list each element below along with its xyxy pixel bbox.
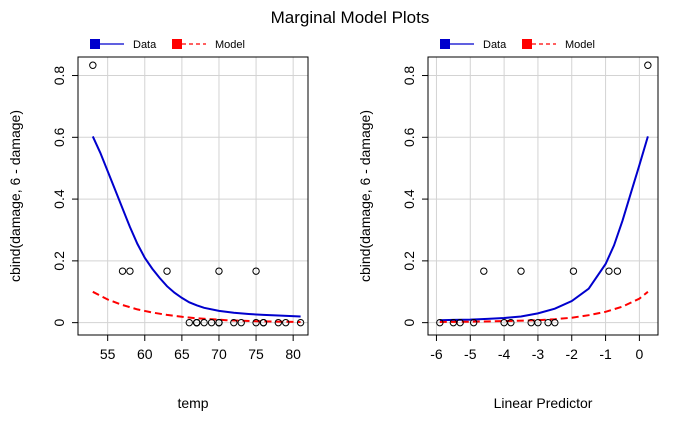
y-tick-label: 0.2 [51, 251, 67, 271]
x-tick-label: 75 [248, 346, 264, 362]
data-point [207, 318, 216, 327]
data-point [551, 318, 559, 327]
y-tick-label: 0.8 [51, 66, 67, 86]
y-tick-label: 0.6 [401, 127, 417, 147]
legend-label-model: Model [565, 39, 595, 51]
x-axis-title: Linear Predictor [494, 395, 593, 411]
data-point [200, 318, 208, 327]
data-point [252, 267, 260, 275]
data-point [252, 318, 260, 327]
legend-swatch-data [440, 39, 450, 49]
x-tick-label: 80 [285, 346, 301, 362]
legend-label-data: Data [483, 39, 507, 51]
x-tick-label: -6 [430, 346, 443, 362]
x-tick-label: -1 [599, 346, 612, 362]
legend-label-model: Model [215, 39, 245, 51]
plot-frame [77, 56, 309, 336]
data-point [274, 318, 283, 327]
data-point [480, 267, 488, 275]
series-line-model [439, 291, 649, 323]
data-point [259, 318, 268, 327]
data-point [644, 61, 652, 69]
data-point [613, 267, 622, 275]
y-tick-label: 0.6 [51, 127, 67, 147]
data-point [118, 267, 127, 275]
y-tick-label: 0 [401, 319, 417, 327]
data-point [296, 318, 305, 327]
y-tick-label: 0.8 [401, 66, 417, 86]
data-point [126, 267, 134, 275]
y-axis-title: cbind(damage, 6 - damage) [7, 110, 23, 282]
x-tick-label: -4 [498, 346, 511, 362]
data-point [605, 267, 613, 275]
legend-swatch-model [172, 39, 182, 49]
legend: Data Model [90, 39, 245, 51]
legend-swatch-data [90, 39, 100, 49]
x-tick-label: 55 [100, 346, 116, 362]
data-point [163, 267, 171, 275]
x-tick-label: 65 [174, 346, 190, 362]
legend-label-data: Data [133, 39, 157, 51]
panel-1: 55 60 65 70 75 80 0 0.2 0.4 0.6 0.8 temp cbind(damag… [7, 39, 309, 411]
data-point [193, 318, 201, 327]
data-point [215, 318, 223, 327]
data-point [534, 318, 542, 327]
data-point [215, 267, 223, 275]
y-tick-label: 0 [51, 319, 67, 327]
legend: Data Model [440, 39, 595, 51]
series-line-model [92, 290, 301, 323]
data-point [282, 318, 290, 327]
data-point [237, 318, 245, 327]
data-point [230, 318, 238, 327]
x-tick-label: 60 [137, 346, 153, 362]
data-point [569, 267, 578, 275]
figure-title: Marginal Model Plots [270, 8, 430, 27]
x-tick-label: 70 [211, 346, 227, 362]
data-point [436, 318, 444, 327]
data-point [89, 61, 97, 69]
x-tick-label: -3 [532, 346, 545, 362]
y-tick-label: 0.4 [401, 189, 417, 209]
series-line-data [91, 135, 301, 318]
x-axis-title: temp [177, 395, 208, 411]
panel-2: -6 -5 -4 -3 -2 -1 0 0 0.2 0.4 0.6 0.8 Linear Predict… [357, 39, 659, 411]
data-point [469, 318, 478, 327]
x-tick-label: -5 [464, 346, 477, 362]
data-point [507, 318, 515, 327]
x-tick-label: 0 [635, 346, 643, 362]
data-point [517, 267, 525, 275]
y-tick-label: 0.4 [51, 189, 67, 209]
legend-swatch-model [522, 39, 532, 49]
series-line-data [439, 136, 649, 322]
plot-frame [427, 56, 659, 336]
data-point [456, 318, 464, 327]
y-axis-title: cbind(damage, 6 - damage) [357, 110, 373, 282]
x-tick-label: -2 [566, 346, 579, 362]
y-tick-label: 0.2 [401, 251, 417, 271]
data-point [185, 318, 193, 327]
